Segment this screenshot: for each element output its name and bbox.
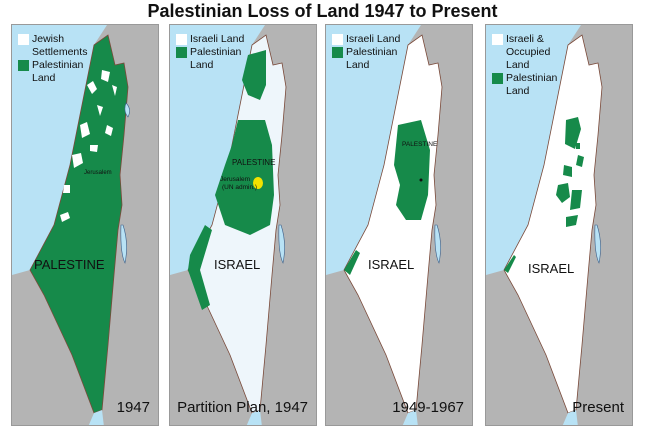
swatch-green — [176, 47, 187, 58]
legend-label: Israeli Land — [190, 33, 245, 45]
swatch-green — [492, 73, 503, 84]
map-1947 — [12, 25, 158, 425]
map-partition — [170, 25, 316, 425]
legend: Israeli Land Palestinian Land — [332, 33, 406, 72]
year-label: Present — [572, 399, 624, 416]
legend: Israeli & Occupied Land Palestinian Land — [492, 33, 561, 98]
map-panel-1949-1967: Israeli Land Palestinian Land PALESTINE … — [325, 24, 473, 426]
country-label: ISRAEL — [214, 257, 261, 272]
year-label: Partition Plan, 1947 — [177, 399, 308, 416]
swatch-white — [492, 34, 503, 45]
swatch-white — [176, 34, 187, 45]
legend-item-green: Palestinian Land — [492, 72, 561, 98]
country-label: PALESTINE — [34, 257, 105, 272]
legend-item-white: Israeli Land — [176, 33, 250, 46]
legend-label: Palestinian Land — [32, 59, 84, 84]
map-title: Palestinian Loss of Land 1947 to Present — [147, 1, 498, 21]
legend-item-green: Palestinian Land — [18, 59, 92, 85]
region-label: PALESTINE — [232, 158, 276, 167]
country-label: ISRAEL — [528, 261, 575, 276]
map-present — [486, 25, 632, 425]
year-label: 1949-1967 — [392, 399, 464, 416]
swatch-green — [332, 47, 343, 58]
legend-item-white: Israeli & Occupied Land — [492, 33, 561, 72]
region-label: PALESTINE — [402, 141, 438, 148]
legend-item-white: Jewish Settlements — [18, 33, 92, 59]
swatch-white — [332, 34, 343, 45]
city-label: Jerusalem — [84, 170, 112, 176]
legend-label: Palestinian Land — [346, 46, 398, 71]
country-label: ISRAEL — [368, 257, 415, 272]
legend-item-green: Palestinian Land — [332, 46, 406, 72]
city-note: (UN admin.) — [222, 184, 258, 191]
year-label: 1947 — [116, 399, 150, 416]
map-panel-present: Israeli & Occupied Land Palestinian Land… — [485, 24, 633, 426]
legend: Israeli Land Palestinian Land — [176, 33, 250, 72]
legend-item-green: Palestinian Land — [176, 46, 250, 72]
legend-label: Palestinian Land — [506, 72, 558, 97]
map-panel-1947: Jewish Settlements Palestinian Land Jeru… — [11, 24, 159, 426]
legend: Jewish Settlements Palestinian Land — [18, 33, 92, 85]
map-panel-partition: Israeli Land Palestinian Land PALESTINE … — [169, 24, 317, 426]
legend-label: Jewish Settlements — [32, 33, 88, 58]
legend-item-white: Israeli Land — [332, 33, 406, 46]
legend-label: Israeli Land — [346, 33, 401, 45]
swatch-green — [18, 60, 29, 71]
legend-label: Israeli & Occupied Land — [506, 33, 551, 71]
swatch-white — [18, 34, 29, 45]
city-label: Jerusalem — [220, 176, 250, 183]
legend-label: Palestinian Land — [190, 46, 242, 71]
map-1949-1967 — [326, 25, 472, 425]
